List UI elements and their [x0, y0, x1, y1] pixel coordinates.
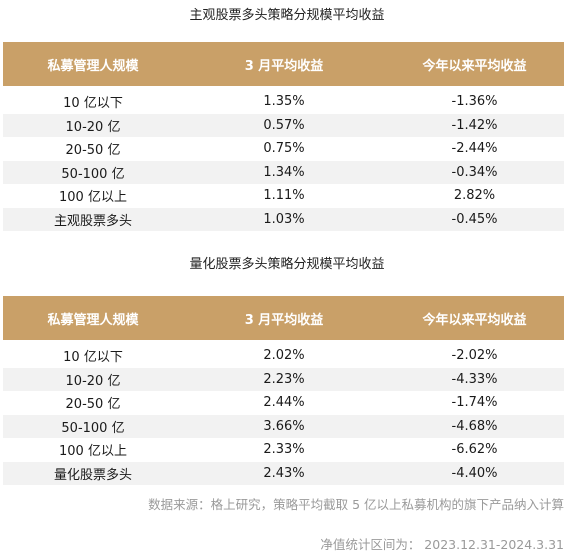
cell-scale: 50-100 亿 — [3, 160, 183, 184]
cell-ytd-return: -6.62% — [451, 442, 498, 458]
cell-march-return: 1.35% — [263, 94, 305, 110]
table-row: 50-100 亿 1.34% -0.34% — [3, 160, 564, 184]
table-row: 10-20 亿 0.57% -1.42% — [3, 113, 564, 137]
column-header-march-return: 3 月平均收益 — [183, 42, 385, 86]
column-header-scale: 私募管理人规模 — [3, 296, 183, 340]
cell-ytd-return: -2.02% — [451, 348, 498, 364]
cell-march-return: 2.02% — [263, 348, 305, 364]
column-header-ytd-return: 今年以来平均收益 — [385, 296, 564, 340]
cell-march-return: 2.44% — [263, 395, 305, 411]
table-2-title: 量化股票多头策略分规模平均收益 — [189, 257, 385, 272]
cell-march-return: 0.57% — [183, 113, 385, 137]
cell-ytd-return: -4.68% — [385, 414, 564, 438]
cell-march-return: 0.75% — [263, 141, 305, 157]
cell-scale: 10 亿以下 — [63, 350, 123, 366]
cell-march-return: 1.03% — [183, 207, 385, 231]
cell-scale: 主观股票多头 — [3, 207, 183, 231]
subjective-long-table: 私募管理人规模 3 月平均收益 今年以来平均收益 10 亿以下 1.35% -1… — [3, 42, 564, 231]
table-1-title: 主观股票多头策略分规模平均收益 — [189, 8, 385, 23]
period-note: 净值统计区间为： 2023.12.31-2024.3.31 — [320, 537, 564, 552]
table-row: 100 亿以上 1.11% 2.82% — [3, 184, 564, 208]
table-row: 20-50 亿 2.44% -1.74% — [3, 391, 564, 415]
cell-ytd-return: -1.42% — [385, 113, 564, 137]
cell-scale: 20-50 亿 — [65, 397, 121, 413]
cell-scale: 100 亿以上 — [59, 190, 127, 206]
cell-ytd-return: -1.74% — [451, 395, 498, 411]
cell-ytd-return: -0.34% — [385, 160, 564, 184]
table-row-summary: 量化股票多头 2.43% -4.40% — [3, 461, 564, 485]
cell-ytd-return: 2.82% — [453, 188, 496, 204]
table-header-row: 私募管理人规模 3 月平均收益 今年以来平均收益 — [3, 42, 564, 86]
table-row: 10 亿以下 2.02% -2.02% — [3, 344, 564, 368]
cell-scale: 10-20 亿 — [3, 367, 183, 391]
cell-ytd-return: -4.33% — [385, 367, 564, 391]
cell-march-return: 2.33% — [263, 442, 305, 458]
table-row: 50-100 亿 3.66% -4.68% — [3, 414, 564, 438]
cell-scale: 100 亿以上 — [59, 444, 127, 460]
cell-march-return: 1.34% — [183, 160, 385, 184]
data-source-note: 数据来源：格上研究，策略平均截取 5 亿以上私募机构的旗下产品纳入计算 — [148, 497, 564, 512]
table-row: 10-20 亿 2.23% -4.33% — [3, 367, 564, 391]
cell-scale: 10 亿以下 — [63, 96, 123, 112]
table-row: 100 亿以上 2.33% -6.62% — [3, 438, 564, 462]
cell-march-return: 2.23% — [183, 367, 385, 391]
cell-march-return: 3.66% — [183, 414, 385, 438]
table-row-summary: 主观股票多头 1.03% -0.45% — [3, 207, 564, 231]
cell-scale: 10-20 亿 — [3, 113, 183, 137]
cell-ytd-return: -0.45% — [385, 207, 564, 231]
cell-ytd-return: -1.36% — [451, 94, 498, 110]
cell-ytd-return: -4.40% — [385, 461, 564, 485]
table-row: 20-50 亿 0.75% -2.44% — [3, 137, 564, 161]
cell-scale: 50-100 亿 — [3, 414, 183, 438]
cell-march-return: 2.43% — [183, 461, 385, 485]
cell-scale: 量化股票多头 — [3, 461, 183, 485]
table-header-row: 私募管理人规模 3 月平均收益 今年以来平均收益 — [3, 296, 564, 340]
cell-march-return: 1.11% — [263, 188, 305, 204]
column-header-scale: 私募管理人规模 — [3, 42, 183, 86]
column-header-ytd-return: 今年以来平均收益 — [385, 42, 564, 86]
table-row: 10 亿以下 1.35% -1.36% — [3, 90, 564, 114]
column-header-march-return: 3 月平均收益 — [183, 296, 385, 340]
cell-scale: 20-50 亿 — [65, 143, 121, 159]
cell-ytd-return: -2.44% — [451, 141, 498, 157]
quant-long-table: 私募管理人规模 3 月平均收益 今年以来平均收益 10 亿以下 2.02% -2… — [3, 296, 564, 485]
